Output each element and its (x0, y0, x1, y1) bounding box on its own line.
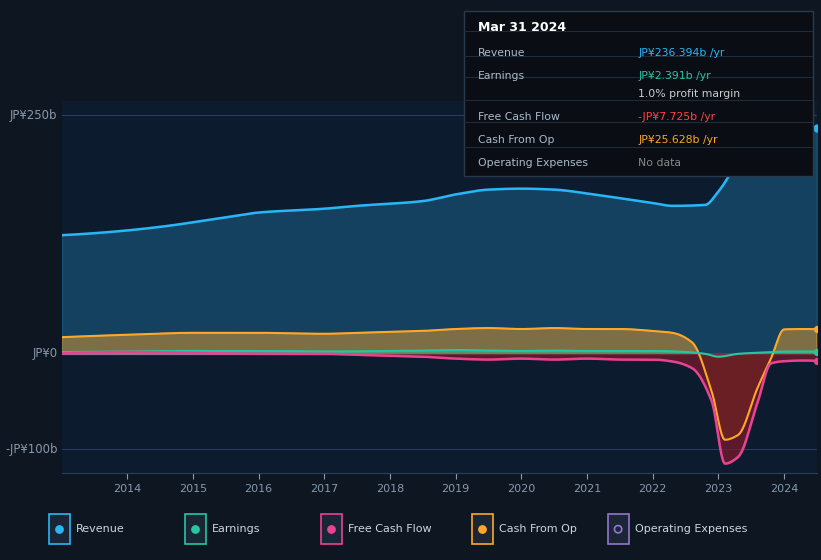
Text: Operating Expenses: Operating Expenses (635, 524, 747, 534)
Text: Revenue: Revenue (478, 48, 525, 58)
Point (810, 357, 821, 366)
FancyBboxPatch shape (464, 11, 813, 176)
Point (189, 525, 202, 534)
Text: Free Cash Flow: Free Cash Flow (348, 524, 431, 534)
Text: 1.0% profit margin: 1.0% profit margin (639, 89, 741, 99)
Text: No data: No data (639, 158, 681, 168)
Text: -JP¥100b: -JP¥100b (5, 443, 57, 456)
FancyBboxPatch shape (608, 514, 629, 544)
FancyBboxPatch shape (185, 514, 206, 544)
FancyBboxPatch shape (471, 514, 493, 544)
FancyBboxPatch shape (320, 514, 342, 544)
FancyBboxPatch shape (48, 514, 70, 544)
Point (324, 525, 337, 534)
Text: -JP¥7.725b /yr: -JP¥7.725b /yr (639, 112, 715, 122)
Text: JP¥250b: JP¥250b (10, 109, 57, 122)
Text: Revenue: Revenue (76, 524, 125, 534)
Point (810, 123, 821, 132)
Text: Earnings: Earnings (212, 524, 260, 534)
Text: Cash From Op: Cash From Op (478, 135, 554, 145)
Point (612, 525, 625, 534)
Text: Cash From Op: Cash From Op (499, 524, 576, 534)
Text: Mar 31 2024: Mar 31 2024 (478, 21, 566, 34)
Point (475, 525, 488, 534)
Point (810, 347, 821, 356)
Point (53, 525, 66, 534)
Text: Earnings: Earnings (478, 71, 525, 81)
Text: JP¥25.628b /yr: JP¥25.628b /yr (639, 135, 718, 145)
Point (810, 325, 821, 334)
Text: JP¥236.394b /yr: JP¥236.394b /yr (639, 48, 725, 58)
Text: JP¥2.391b /yr: JP¥2.391b /yr (639, 71, 711, 81)
Text: JP¥0: JP¥0 (32, 347, 57, 360)
Text: Operating Expenses: Operating Expenses (478, 158, 588, 168)
Text: Free Cash Flow: Free Cash Flow (478, 112, 560, 122)
